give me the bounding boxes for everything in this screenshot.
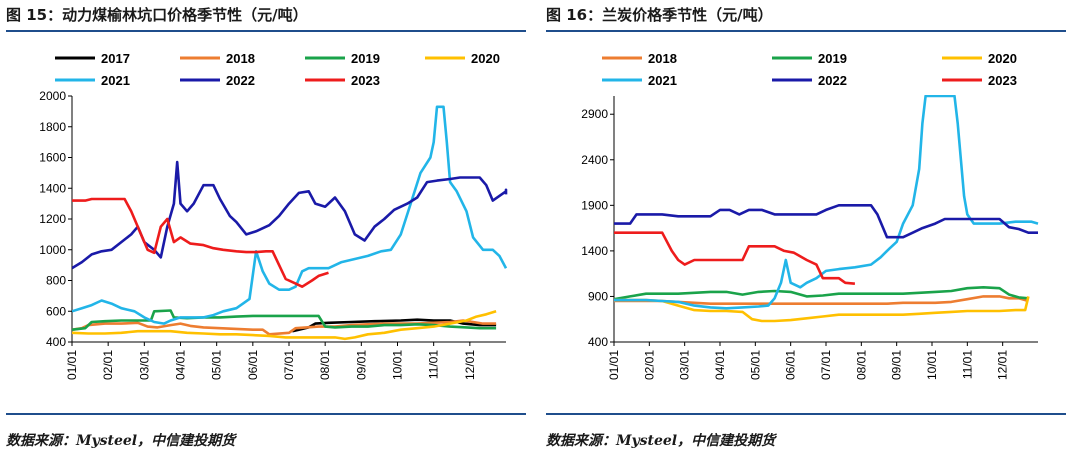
legend-label-2020: 2020	[988, 51, 1017, 66]
chart-panel-coal: 图 15：动力煤榆林坑口价格季节性（元/吨） 400 600 800 1000 1200…	[6, 6, 526, 449]
series-line-2018	[72, 319, 497, 336]
legend-label-2017: 2017	[101, 51, 130, 66]
x-tick-label: 12/01	[463, 350, 477, 380]
title-rule	[546, 30, 1066, 32]
chart-title: 图 15：动力煤榆林坑口价格季节性（元/吨）	[6, 6, 308, 24]
series-line-2023	[72, 197, 329, 288]
title-rule	[6, 30, 526, 32]
chart-panel-semicoke: 图 16：兰炭价格季节性（元/吨） 400 900 1400 1900 2400 2900…	[540, 0, 1080, 459]
legend-label-2022: 2022	[226, 73, 255, 88]
series-line-2021	[72, 105, 508, 325]
legend-label-2018: 2018	[648, 51, 677, 66]
legend-label-2018: 2018	[226, 51, 255, 66]
chart-title: 图 16：兰炭价格季节性（元/吨）	[546, 6, 773, 24]
y-tick-label: 1800	[39, 120, 66, 134]
y-tick-label: 1600	[39, 151, 66, 165]
legend-label-2019: 2019	[351, 51, 380, 66]
legend-label-2021: 2021	[648, 73, 677, 88]
y-tick-label: 1400	[581, 244, 608, 258]
x-tick-label: 02/01	[101, 350, 115, 380]
x-tick-label: 09/01	[890, 350, 904, 380]
legend-label-2023: 2023	[351, 73, 380, 88]
series-line-2019	[72, 309, 497, 331]
x-tick-label: 08/01	[854, 350, 868, 380]
x-tick-label: 04/01	[713, 350, 727, 380]
source-rule	[6, 413, 526, 415]
y-tick-label: 2000	[39, 89, 66, 103]
y-tick-label: 1900	[581, 198, 608, 212]
y-tick-label: 2900	[581, 107, 608, 121]
x-tick-label: 07/01	[282, 350, 296, 380]
semicoke-price-chart: 400 900 1400 1900 2400 2900 01/01 02/01 03/01 04/…	[581, 51, 1039, 380]
x-tick-label: 01/01	[607, 350, 621, 380]
x-tick-label: 10/01	[925, 350, 939, 380]
y-tick-label: 900	[588, 289, 608, 303]
series-line-2022	[614, 204, 1038, 239]
x-tick-label: 12/01	[996, 350, 1010, 380]
coal-price-chart: 400 600 800 1000 1200 1400 1600 1800 2000 01/01 02…	[39, 51, 508, 380]
x-tick-label: 02/01	[642, 350, 656, 380]
x-tick-label: 07/01	[819, 350, 833, 380]
x-tick-label: 08/01	[318, 350, 332, 380]
series-line-2020	[72, 310, 497, 341]
series-line-2023	[614, 231, 856, 285]
series-line-2018	[614, 295, 1029, 306]
series-line-2021	[614, 95, 1039, 310]
y-tick-label: 1000	[39, 243, 66, 257]
y-tick-label: 400	[588, 335, 608, 349]
legend-label-2019: 2019	[818, 51, 847, 66]
y-tick-label: 600	[46, 304, 66, 318]
series-line-2022	[72, 160, 508, 270]
series-line-2020	[614, 296, 1030, 323]
series-line-2019	[614, 286, 1029, 301]
x-tick-label: 10/01	[391, 350, 405, 380]
x-tick-label: 03/01	[678, 350, 692, 380]
source-rule	[546, 413, 1066, 415]
y-tick-label: 2400	[581, 153, 608, 167]
y-tick-label: 400	[46, 335, 66, 349]
x-tick-label: 06/01	[246, 350, 260, 380]
legend-label-2021: 2021	[101, 73, 130, 88]
x-tick-label: 11/01	[427, 350, 441, 379]
x-tick-label: 06/01	[784, 350, 798, 380]
x-tick-label: 05/01	[210, 350, 224, 380]
x-tick-label: 04/01	[174, 350, 188, 380]
y-tick-label: 1200	[39, 212, 66, 226]
x-tick-label: 11/01	[960, 350, 974, 379]
x-tick-label: 05/01	[748, 350, 762, 380]
x-tick-label: 03/01	[137, 350, 151, 380]
legend-label-2022: 2022	[818, 73, 847, 88]
legend-label-2020: 2020	[471, 51, 500, 66]
data-source: 数据来源：Mysteel，中信建投期货	[546, 433, 776, 449]
legend-label-2023: 2023	[988, 73, 1017, 88]
x-tick-label: 01/01	[65, 350, 79, 380]
y-tick-label: 800	[46, 274, 66, 288]
data-source: 数据来源：Mysteel，中信建投期货	[6, 433, 236, 449]
y-tick-label: 1400	[39, 181, 66, 195]
x-tick-label: 09/01	[354, 350, 368, 380]
